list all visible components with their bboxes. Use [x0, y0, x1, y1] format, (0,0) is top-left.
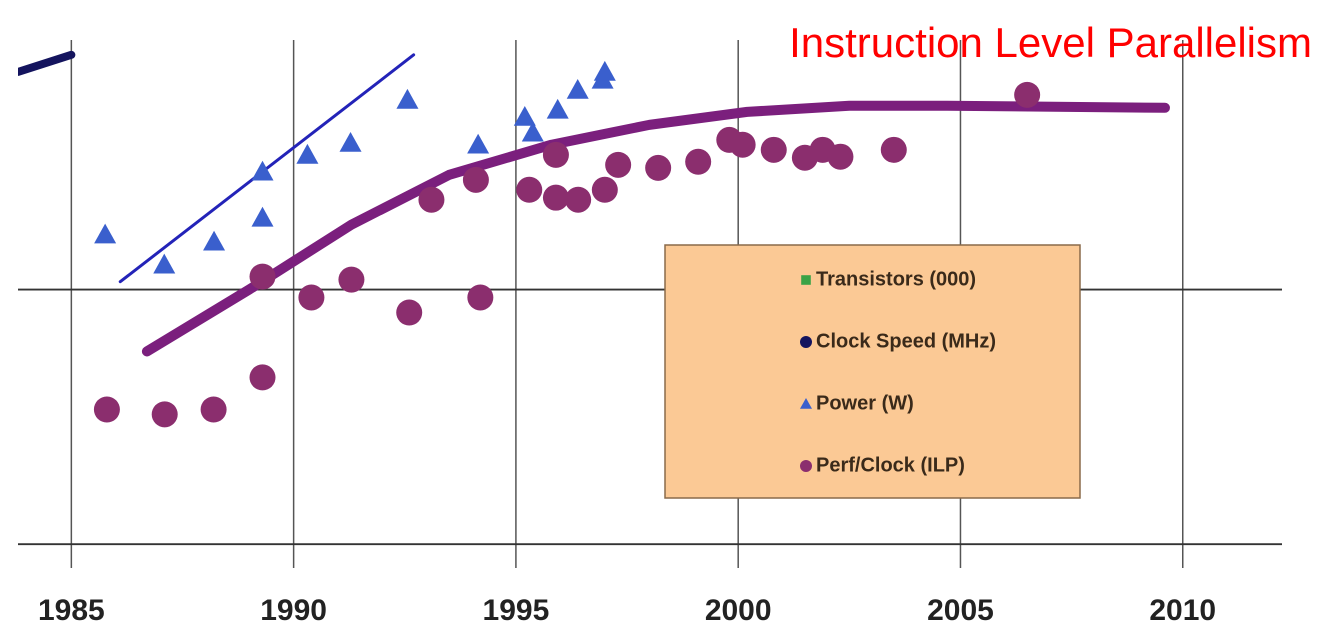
circle-marker	[542, 184, 569, 211]
triangle-marker	[396, 88, 419, 109]
x-tick-label: 2000	[705, 594, 772, 627]
triangle-marker	[546, 98, 569, 119]
circle-marker	[249, 263, 276, 290]
legend-label: Clock Speed (MHz)	[816, 330, 996, 352]
triangle-marker	[339, 131, 362, 152]
circle-marker	[685, 148, 712, 175]
circle-marker	[605, 151, 632, 178]
circle-marker	[591, 176, 618, 203]
circle-marker	[467, 284, 494, 311]
chart-title: Instruction Level Parallelism	[789, 19, 1312, 66]
trend-line	[118, 53, 416, 284]
circle-marker	[396, 299, 423, 326]
circle-marker	[93, 396, 120, 423]
triangle-marker	[800, 398, 812, 409]
circle-marker	[800, 460, 812, 472]
circle-marker	[880, 136, 907, 163]
triangle-marker	[513, 105, 536, 126]
circle-marker	[418, 186, 445, 213]
triangle-marker	[296, 143, 319, 164]
circle-marker	[760, 136, 787, 163]
circle-marker	[542, 141, 569, 168]
x-tick-label: 1995	[483, 594, 550, 627]
circle-marker	[729, 131, 756, 158]
x-tick-label: 1985	[38, 594, 105, 627]
triangle-marker	[251, 206, 274, 227]
triangle-marker	[593, 60, 616, 81]
circle-marker	[200, 396, 227, 423]
legend-box	[664, 244, 1081, 499]
circle-marker	[151, 401, 178, 428]
trend-line	[141, 100, 1170, 357]
circle-marker	[565, 186, 592, 213]
circle-marker	[645, 154, 672, 181]
triangle-marker	[203, 230, 226, 251]
triangle-marker	[94, 223, 117, 244]
legend-label: Power (W)	[816, 392, 914, 414]
trend-line	[18, 50, 76, 76]
triangle-marker	[566, 78, 589, 99]
triangle-marker	[521, 121, 544, 142]
circle-marker	[800, 336, 812, 348]
circle-marker	[827, 143, 854, 170]
circle-marker	[249, 364, 276, 391]
legend: Transistors (000) Clock Speed (MHz) Power …	[664, 244, 1081, 499]
circle-marker	[462, 166, 489, 193]
x-tick-label: 1990	[260, 594, 327, 627]
grid	[18, 40, 1282, 568]
circle-marker	[1014, 81, 1041, 108]
legend-label: Transistors (000)	[816, 268, 976, 290]
legend-label: Perf/Clock (ILP)	[816, 454, 965, 476]
x-tick-label: 2005	[927, 594, 994, 627]
square-marker	[801, 275, 811, 285]
triangle-marker	[251, 160, 274, 181]
plot-area	[18, 50, 1170, 428]
x-tick-label: 2010	[1149, 594, 1216, 627]
triangle-marker	[467, 133, 490, 154]
circle-marker	[298, 284, 325, 311]
circle-marker	[516, 176, 543, 203]
circle-marker	[338, 266, 365, 293]
triangle-marker	[153, 253, 176, 274]
